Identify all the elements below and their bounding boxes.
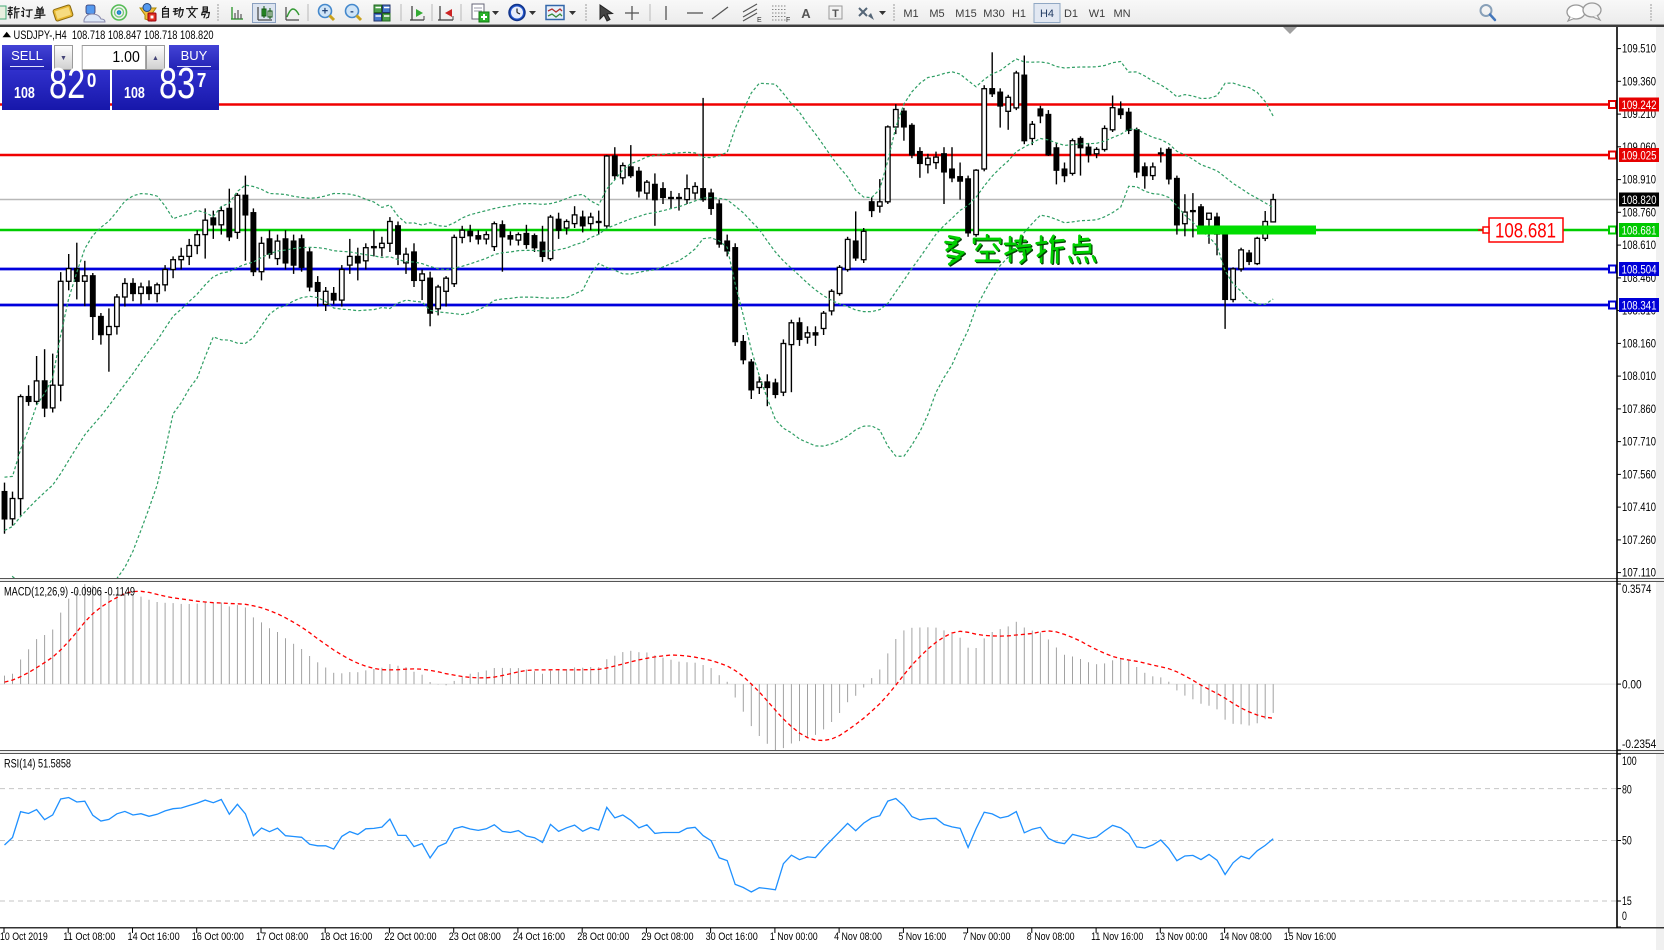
svg-text:107.710: 107.710 bbox=[1622, 437, 1656, 449]
svg-text:+: + bbox=[322, 6, 328, 18]
svg-text:80: 80 bbox=[1622, 785, 1632, 797]
svg-text:28 Oct 00:00: 28 Oct 00:00 bbox=[577, 931, 629, 943]
svg-text:50: 50 bbox=[1622, 836, 1632, 848]
svg-text:107.110: 107.110 bbox=[1622, 568, 1656, 580]
svg-text:11 Nov 16:00: 11 Nov 16:00 bbox=[1091, 931, 1143, 943]
svg-text:M5: M5 bbox=[929, 8, 944, 20]
svg-text:M30: M30 bbox=[983, 8, 1004, 20]
svg-text:15 Nov 16:00: 15 Nov 16:00 bbox=[1284, 931, 1336, 943]
svg-text:17 Oct 08:00: 17 Oct 08:00 bbox=[256, 931, 308, 943]
svg-text:107.260: 107.260 bbox=[1622, 535, 1656, 547]
svg-text:USDJPY-,H4 108.718 108.847 10: USDJPY-,H4 108.718 108.847 108.718 108.8… bbox=[14, 30, 214, 42]
svg-text:109.510: 109.510 bbox=[1622, 44, 1656, 56]
svg-text:107.560: 107.560 bbox=[1622, 469, 1656, 481]
svg-text:0: 0 bbox=[1622, 911, 1627, 923]
svg-text:0.3574: 0.3574 bbox=[1622, 584, 1652, 596]
svg-text:-0.2354: -0.2354 bbox=[1622, 739, 1657, 751]
svg-text:30 Oct 16:00: 30 Oct 16:00 bbox=[706, 931, 758, 943]
svg-text:13 Nov 00:00: 13 Nov 00:00 bbox=[1155, 931, 1207, 943]
svg-text:7 Nov 00:00: 7 Nov 00:00 bbox=[963, 931, 1011, 943]
svg-text:10 Oct 2019: 10 Oct 2019 bbox=[0, 931, 48, 943]
svg-text:11 Oct 08:00: 11 Oct 08:00 bbox=[63, 931, 115, 943]
svg-text:108.341: 108.341 bbox=[1622, 301, 1657, 313]
svg-text:16 Oct 00:00: 16 Oct 00:00 bbox=[192, 931, 244, 943]
svg-text:108.910: 108.910 bbox=[1622, 175, 1656, 187]
svg-text:109.242: 109.242 bbox=[1622, 100, 1657, 112]
svg-text:E: E bbox=[757, 17, 762, 24]
svg-text:F: F bbox=[786, 17, 790, 24]
svg-text:8 Nov 08:00: 8 Nov 08:00 bbox=[1027, 931, 1075, 943]
svg-text:29 Oct 08:00: 29 Oct 08:00 bbox=[641, 931, 693, 943]
svg-text:D1: D1 bbox=[1064, 8, 1078, 20]
svg-text:100: 100 bbox=[1622, 756, 1637, 768]
svg-text:A: A bbox=[801, 6, 811, 21]
svg-text:MN: MN bbox=[1113, 8, 1130, 20]
svg-text:W1: W1 bbox=[1089, 8, 1106, 20]
svg-text:108.681: 108.681 bbox=[1495, 220, 1556, 243]
svg-text:22 Oct 00:00: 22 Oct 00:00 bbox=[384, 931, 436, 943]
svg-text:18 Oct 16:00: 18 Oct 16:00 bbox=[320, 931, 372, 943]
svg-text:108.681: 108.681 bbox=[1622, 226, 1657, 238]
svg-text:MACD(12,26,9) -0.0906 -0.1149: MACD(12,26,9) -0.0906 -0.1149 bbox=[4, 587, 135, 599]
svg-text:T: T bbox=[832, 8, 839, 20]
svg-text:1 Nov 00:00: 1 Nov 00:00 bbox=[770, 931, 818, 943]
svg-text:15: 15 bbox=[1622, 896, 1632, 908]
svg-text:109.210: 109.210 bbox=[1622, 109, 1656, 121]
svg-text:109.360: 109.360 bbox=[1622, 76, 1656, 88]
svg-text:108.760: 108.760 bbox=[1622, 207, 1656, 219]
svg-text:107.410: 107.410 bbox=[1622, 502, 1656, 514]
svg-text:23 Oct 08:00: 23 Oct 08:00 bbox=[449, 931, 501, 943]
svg-text:H4: H4 bbox=[1040, 8, 1054, 20]
svg-text:H1: H1 bbox=[1012, 8, 1026, 20]
svg-text:5 Nov 16:00: 5 Nov 16:00 bbox=[898, 931, 946, 943]
svg-text:0.00: 0.00 bbox=[1622, 680, 1642, 692]
svg-text:-: - bbox=[350, 6, 354, 18]
svg-text:108.160: 108.160 bbox=[1622, 338, 1656, 350]
svg-text:14 Nov 08:00: 14 Nov 08:00 bbox=[1220, 931, 1272, 943]
svg-text:M15: M15 bbox=[955, 8, 976, 20]
svg-text:RSI(14) 51.5858: RSI(14) 51.5858 bbox=[4, 759, 71, 771]
svg-text:14 Oct 16:00: 14 Oct 16:00 bbox=[128, 931, 180, 943]
svg-text:108.610: 108.610 bbox=[1622, 240, 1656, 252]
svg-text:M1: M1 bbox=[903, 8, 918, 20]
svg-text:4 Nov 08:00: 4 Nov 08:00 bbox=[834, 931, 882, 943]
svg-text:108.504: 108.504 bbox=[1622, 265, 1658, 277]
svg-text:107.860: 107.860 bbox=[1622, 404, 1656, 416]
svg-text:108.820: 108.820 bbox=[1622, 195, 1657, 207]
svg-text:108.010: 108.010 bbox=[1622, 371, 1656, 383]
svg-text:24 Oct 16:00: 24 Oct 16:00 bbox=[513, 931, 565, 943]
svg-text:109.025: 109.025 bbox=[1622, 151, 1657, 163]
